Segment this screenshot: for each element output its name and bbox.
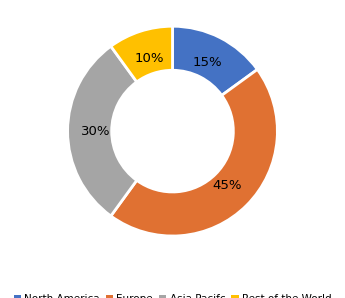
Wedge shape bbox=[68, 46, 137, 216]
Wedge shape bbox=[111, 26, 172, 82]
Text: 30%: 30% bbox=[81, 125, 111, 138]
Text: 10%: 10% bbox=[134, 52, 164, 65]
Wedge shape bbox=[172, 26, 257, 95]
Legend: North America, Europe, Asia Pacifc, Rest of the World: North America, Europe, Asia Pacifc, Rest… bbox=[13, 294, 332, 298]
Wedge shape bbox=[111, 69, 277, 236]
Text: 15%: 15% bbox=[193, 56, 222, 69]
Text: 45%: 45% bbox=[212, 179, 241, 192]
